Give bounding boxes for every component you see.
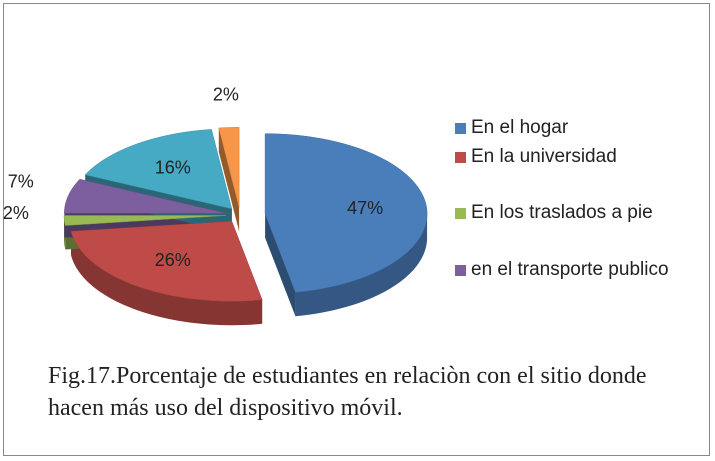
- data-label: 2%: [3, 203, 29, 223]
- legend-label: En el hogar: [471, 117, 569, 138]
- data-label: 2%: [213, 84, 239, 104]
- data-label: 16%: [155, 157, 191, 177]
- legend-item: En la universidad: [455, 143, 680, 171]
- legend-swatch: [455, 152, 466, 163]
- legend-swatch: [455, 123, 466, 134]
- slice-side: [218, 127, 240, 232]
- legend-item: En los traslados a pie: [455, 199, 680, 227]
- legend-label: en el transporte publico: [471, 259, 669, 280]
- pie-slice: [63, 215, 227, 226]
- chart-frame: [3, 3, 710, 456]
- caption: Fig.17.Porcentaje de estudiantes en rela…: [48, 363, 647, 421]
- slice-wall: [295, 213, 428, 317]
- pie-slice: [70, 220, 263, 302]
- pie-slice: [84, 129, 233, 210]
- legend-label: En los traslados a pie: [471, 202, 653, 223]
- data-label: 47%: [347, 198, 383, 218]
- slice-wall: [71, 231, 263, 326]
- legend-item: en el transporte publico: [455, 256, 680, 284]
- pie-slice: [64, 178, 227, 214]
- legend-swatch: [455, 208, 466, 219]
- legend-label: En la universidad: [471, 146, 617, 167]
- slice-side: [265, 213, 296, 317]
- legend-item: En el hogar: [455, 114, 680, 142]
- data-label: 26%: [155, 250, 191, 270]
- legend-swatch: [455, 265, 466, 276]
- pie-slice: [264, 133, 428, 293]
- data-label: 7%: [8, 171, 34, 191]
- pie-slice: [218, 127, 240, 208]
